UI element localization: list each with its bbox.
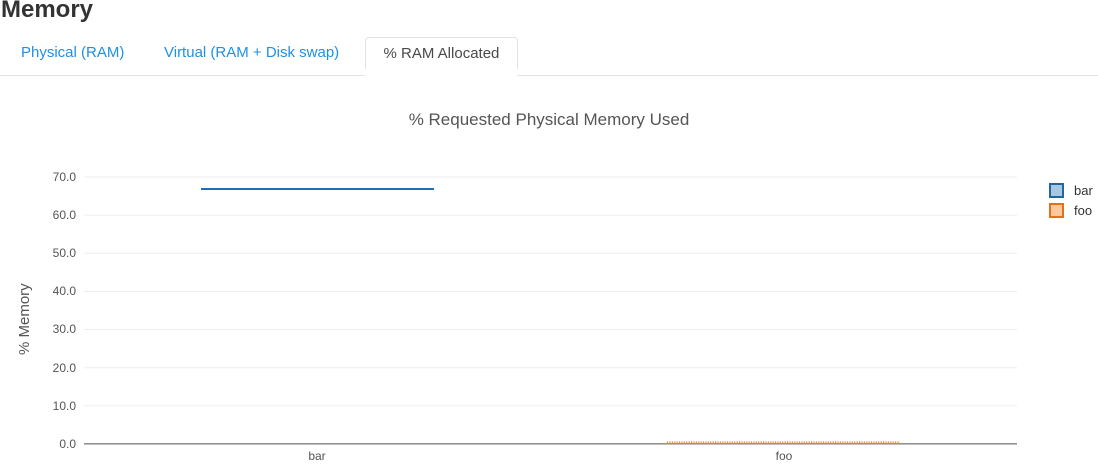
svg-text:0.0: 0.0	[59, 437, 76, 451]
svg-text:60.0: 60.0	[53, 208, 77, 222]
svg-text:30.0: 30.0	[53, 322, 77, 336]
svg-text:50.0: 50.0	[53, 246, 77, 260]
svg-text:10.0: 10.0	[53, 399, 77, 413]
svg-text:foo: foo	[776, 449, 793, 463]
svg-text:bar: bar	[308, 449, 325, 463]
svg-text:70.0: 70.0	[53, 170, 77, 184]
svg-text:20.0: 20.0	[53, 361, 77, 375]
svg-text:40.0: 40.0	[53, 284, 77, 298]
